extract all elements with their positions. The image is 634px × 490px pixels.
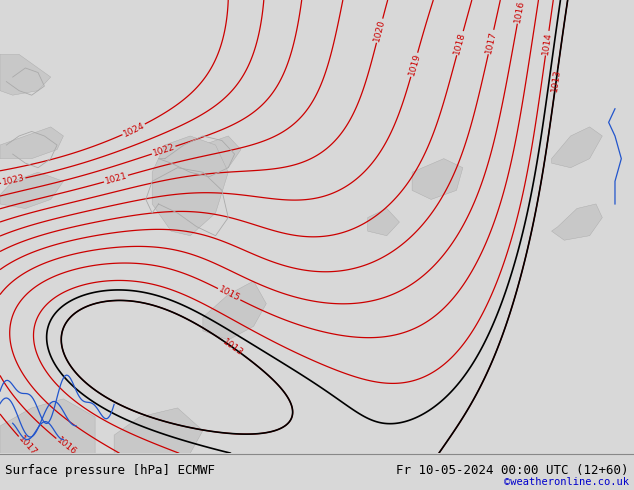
Polygon shape xyxy=(552,127,602,168)
Text: Fr 10-05-2024 00:00 UTC (12+60): Fr 10-05-2024 00:00 UTC (12+60) xyxy=(396,464,629,477)
Polygon shape xyxy=(178,136,241,177)
Polygon shape xyxy=(114,408,203,453)
Polygon shape xyxy=(0,172,63,209)
Text: 1016: 1016 xyxy=(513,0,526,24)
Text: 1023: 1023 xyxy=(1,174,25,188)
Text: 1019: 1019 xyxy=(407,52,422,77)
Text: 1024: 1024 xyxy=(122,121,146,139)
Polygon shape xyxy=(552,204,602,240)
Polygon shape xyxy=(412,159,463,199)
Text: 1017: 1017 xyxy=(484,30,498,54)
Text: 1014: 1014 xyxy=(541,31,553,55)
Text: Surface pressure [hPa] ECMWF: Surface pressure [hPa] ECMWF xyxy=(5,464,215,477)
Text: 1015: 1015 xyxy=(217,285,242,303)
Polygon shape xyxy=(203,281,266,340)
Text: 1016: 1016 xyxy=(55,436,78,457)
Text: 1022: 1022 xyxy=(152,142,176,158)
Polygon shape xyxy=(0,127,63,159)
Text: 1013: 1013 xyxy=(221,337,245,358)
Text: 1017: 1017 xyxy=(16,434,38,457)
Text: 1018: 1018 xyxy=(453,31,467,55)
Text: 1021: 1021 xyxy=(104,171,128,186)
Polygon shape xyxy=(152,136,228,236)
Polygon shape xyxy=(0,399,95,453)
Polygon shape xyxy=(0,54,51,95)
Text: 1020: 1020 xyxy=(372,19,387,43)
Text: ©weatheronline.co.uk: ©weatheronline.co.uk xyxy=(504,477,629,487)
Polygon shape xyxy=(368,209,399,236)
Text: 1013: 1013 xyxy=(550,69,562,93)
